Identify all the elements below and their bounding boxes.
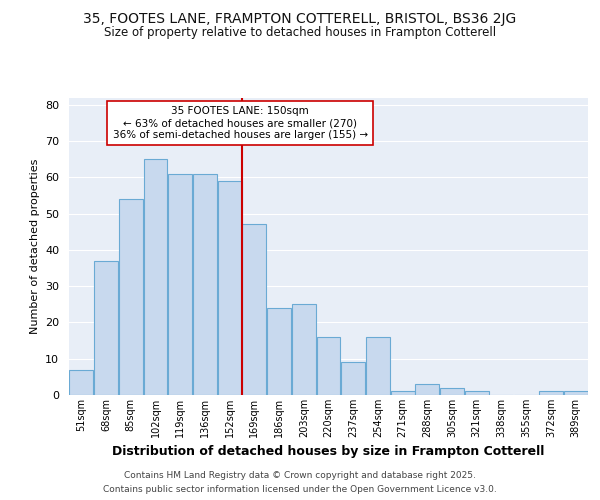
Bar [563, 392, 587, 395]
Bar [366, 337, 390, 395]
Text: Contains HM Land Registry data © Crown copyright and database right 2025.: Contains HM Land Registry data © Crown c… [124, 472, 476, 480]
Bar [391, 392, 415, 395]
Bar [242, 224, 266, 395]
Bar [539, 392, 563, 395]
Bar [317, 337, 340, 395]
Bar [168, 174, 192, 395]
Bar [218, 181, 242, 395]
Bar [119, 199, 143, 395]
Bar [465, 392, 489, 395]
Text: 35 FOOTES LANE: 150sqm
← 63% of detached houses are smaller (270)
36% of semi-de: 35 FOOTES LANE: 150sqm ← 63% of detached… [113, 106, 368, 140]
Text: 35, FOOTES LANE, FRAMPTON COTTERELL, BRISTOL, BS36 2JG: 35, FOOTES LANE, FRAMPTON COTTERELL, BRI… [83, 12, 517, 26]
Y-axis label: Number of detached properties: Number of detached properties [29, 158, 40, 334]
X-axis label: Distribution of detached houses by size in Frampton Cotterell: Distribution of detached houses by size … [112, 446, 545, 458]
Bar [415, 384, 439, 395]
Bar [267, 308, 291, 395]
Bar [143, 159, 167, 395]
Text: Contains public sector information licensed under the Open Government Licence v3: Contains public sector information licen… [103, 484, 497, 494]
Bar [193, 174, 217, 395]
Bar [440, 388, 464, 395]
Bar [70, 370, 94, 395]
Text: Size of property relative to detached houses in Frampton Cotterell: Size of property relative to detached ho… [104, 26, 496, 39]
Bar [94, 261, 118, 395]
Bar [292, 304, 316, 395]
Bar [341, 362, 365, 395]
